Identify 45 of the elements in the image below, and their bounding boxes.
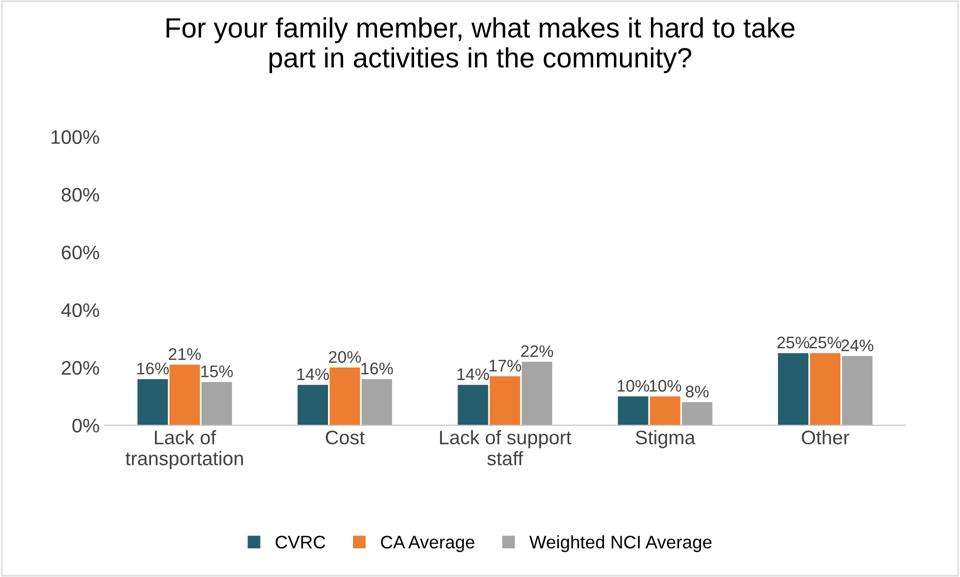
data-label: 16%	[361, 362, 393, 374]
legend-label: CVRC	[276, 536, 326, 549]
y-tick-label: 40%	[61, 303, 100, 318]
x-tick-label: Lack of support staff	[440, 430, 572, 466]
data-label: 15%	[201, 366, 233, 378]
y-tick-label: 60%	[62, 246, 100, 260]
data-label: 17%	[490, 360, 522, 372]
bar	[362, 379, 392, 426]
data-label: 20%	[328, 351, 361, 363]
data-label: 10%	[650, 380, 682, 392]
data-label: 14%	[458, 368, 490, 380]
bar	[778, 353, 808, 426]
data-label: 10%	[618, 380, 650, 392]
data-label: 25%	[809, 336, 842, 348]
chart-title: For your family member, what makes it hard to take part in activities in the community?	[166, 17, 794, 74]
x-tick-label: Lack of transportation	[126, 430, 243, 470]
data-label: 24%	[841, 340, 874, 352]
data-label: 16%	[137, 362, 169, 374]
data-label: 8%	[686, 386, 709, 398]
y-tick-label: 0%	[72, 418, 100, 432]
y-tick-label: 100%	[52, 130, 100, 144]
data-label: 14%	[297, 368, 329, 380]
bar	[298, 384, 328, 426]
y-tick-label: 20%	[62, 361, 100, 375]
bar	[650, 396, 680, 426]
bar	[810, 353, 840, 426]
x-tick-label: Other	[802, 430, 850, 444]
x-tick-label: Cost	[326, 430, 365, 444]
data-label: 22%	[521, 345, 554, 358]
bar	[842, 356, 872, 426]
bar	[490, 376, 520, 426]
bar	[618, 396, 648, 426]
legend-label: Weighted NCI Average	[529, 535, 712, 552]
data-label: 21%	[168, 348, 201, 360]
bar	[202, 382, 232, 426]
legend-label: CA Average	[381, 536, 474, 552]
data-label: 25%	[777, 336, 810, 348]
x-tick-label: Stigma	[636, 430, 696, 448]
bar	[169, 364, 200, 426]
bar	[522, 362, 552, 426]
bar	[330, 368, 360, 426]
bar	[682, 402, 712, 426]
bar	[137, 379, 168, 426]
bar	[458, 384, 488, 426]
y-tick-label: 80%	[62, 188, 100, 202]
